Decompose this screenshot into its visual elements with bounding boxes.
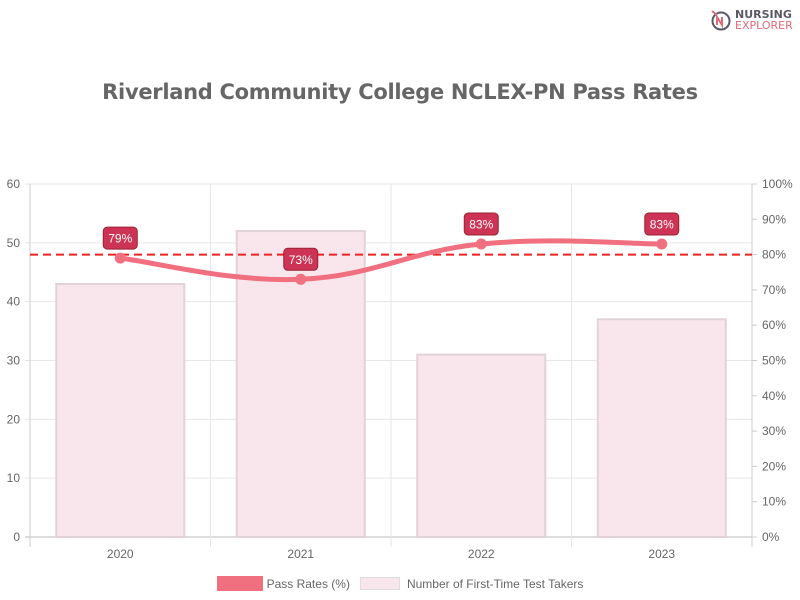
pass-rate-point-2021[interactable] xyxy=(295,273,307,285)
data-label-bg xyxy=(102,226,138,250)
y-right-tick: 20% xyxy=(762,459,786,473)
y-right-tick: 90% xyxy=(762,212,786,226)
y-left-tick: 30 xyxy=(7,354,21,368)
y-right-tick: 10% xyxy=(762,495,786,509)
y-right-tick: 30% xyxy=(762,424,786,438)
data-label-bg xyxy=(463,212,499,236)
x-tick: 2023 xyxy=(648,547,675,561)
legend: Pass Rates (%) Number of First-Time Test… xyxy=(0,576,800,591)
y-left-tick: 0 xyxy=(13,530,20,544)
data-label-bg xyxy=(644,212,680,236)
legend-label-pass-rates[interactable]: Pass Rates (%) xyxy=(266,576,350,591)
y-left-tick: 40 xyxy=(7,295,21,309)
pass-rate-point-2020[interactable] xyxy=(114,252,126,264)
data-label: 83% xyxy=(469,218,493,232)
data-label-bg xyxy=(283,247,319,271)
y-left-tick: 10 xyxy=(7,471,21,485)
x-tick: 2020 xyxy=(107,547,134,561)
y-right-tick: 40% xyxy=(762,389,786,403)
y-left-tick: 20 xyxy=(7,412,21,426)
y-left-tick: 60 xyxy=(7,177,21,191)
y-right-tick: 80% xyxy=(762,248,786,262)
pass-rate-point-2023[interactable] xyxy=(656,238,668,250)
legend-swatch-pass-rates[interactable] xyxy=(216,576,263,591)
pass-rate-point-2022[interactable] xyxy=(475,238,487,250)
y-right-tick: 70% xyxy=(762,283,786,297)
pass-rate-line xyxy=(119,238,662,283)
data-label: 73% xyxy=(289,253,313,267)
logo-line2: EXPLORER xyxy=(735,19,793,32)
bar-2022[interactable] xyxy=(416,353,547,538)
bar-2020[interactable] xyxy=(55,283,186,538)
logo: NURSING EXPLORER xyxy=(710,9,793,31)
y-right-tick: 50% xyxy=(762,354,786,368)
bar-2023[interactable] xyxy=(596,318,727,539)
x-tick: 2022 xyxy=(468,547,495,561)
x-tick: 2021 xyxy=(287,547,314,561)
logo-line1: NURSING xyxy=(735,8,792,21)
legend-label-test-takers[interactable]: Number of First-Time Test Takers xyxy=(406,576,584,591)
y-right-tick: 60% xyxy=(762,318,786,332)
y-right-tick: 0% xyxy=(762,530,780,544)
y-left-tick: 50 xyxy=(7,236,21,250)
logo-icon xyxy=(711,10,731,31)
data-label: 79% xyxy=(108,232,132,246)
chart-title: Riverland Community College NCLEX-PN Pas… xyxy=(102,80,698,104)
legend-swatch-test-takers[interactable] xyxy=(359,577,400,590)
data-label: 83% xyxy=(650,218,674,232)
y-right-tick: 100% xyxy=(762,177,793,191)
